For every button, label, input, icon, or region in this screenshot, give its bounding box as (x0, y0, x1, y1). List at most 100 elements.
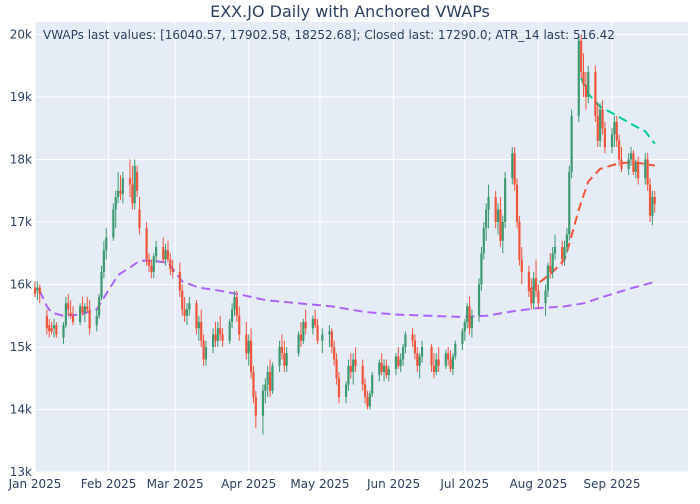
candle (420, 340, 424, 363)
candle (55, 322, 58, 338)
candle-body (420, 347, 424, 357)
candle-body (551, 253, 554, 272)
candle (366, 390, 369, 410)
candle-body (532, 278, 535, 304)
x-tick-label: Sep 2025 (584, 477, 641, 491)
candle (629, 147, 633, 166)
candle-body (385, 365, 388, 376)
candle (185, 303, 189, 326)
candle (354, 347, 357, 372)
candle (551, 247, 554, 279)
candle (280, 334, 284, 360)
candle-body (67, 303, 70, 310)
x-tick-label: Mar 2025 (147, 477, 204, 491)
candle-body (64, 303, 67, 326)
candle (131, 165, 134, 210)
candle (102, 240, 105, 279)
candle-body (580, 40, 583, 72)
candle-body (102, 250, 105, 272)
candle (546, 262, 550, 297)
y-tick-label: 14k (10, 403, 32, 417)
candle (181, 284, 184, 316)
candle-body (188, 303, 191, 310)
candle-body (487, 197, 490, 210)
candle (204, 340, 208, 366)
candle (335, 353, 338, 385)
candle (67, 293, 70, 316)
candle-body (147, 259, 151, 266)
candle (112, 203, 115, 241)
candle-body (363, 384, 367, 397)
x-tick-label: Jul 2025 (439, 477, 489, 491)
candle (88, 300, 91, 335)
x-tick-label: Apr 2025 (221, 477, 276, 491)
candle-body (361, 365, 364, 385)
candle-body (131, 184, 134, 204)
candle (587, 65, 590, 104)
candle (285, 347, 288, 372)
candle (596, 103, 599, 147)
candle (245, 322, 248, 360)
candle (570, 109, 573, 179)
candle-body (48, 325, 51, 332)
candle-body (314, 318, 317, 326)
candle-body (587, 72, 590, 97)
candle-body (185, 309, 189, 316)
candle (283, 340, 286, 372)
y-tick-label: 20k (10, 28, 32, 42)
candle-body (451, 356, 455, 369)
candle-body (36, 287, 39, 291)
candle-body (518, 222, 521, 260)
candle (627, 153, 630, 176)
candle (100, 265, 103, 301)
candle-body (299, 334, 303, 341)
candle-body (235, 297, 238, 316)
candle-body (544, 290, 547, 304)
candle (449, 350, 452, 372)
candle-body (485, 209, 488, 229)
candle (363, 378, 367, 404)
candle-body (394, 356, 398, 369)
candle (195, 300, 198, 335)
x-tick-label: Jun 2025 (366, 477, 420, 491)
candle (416, 347, 419, 372)
candle (264, 378, 267, 404)
candle (200, 309, 203, 347)
candle-body (100, 272, 103, 297)
candle-body (530, 290, 533, 304)
y-tick-label: 16k (10, 278, 32, 292)
candle-body (368, 393, 371, 407)
x-tick-label: Jan 2025 (8, 477, 62, 491)
candle (271, 362, 274, 394)
candle (385, 359, 388, 379)
x-axis-ticks: Jan 2025 Feb 2025 Mar 2025 Apr 2025 May 2025… (8, 477, 641, 491)
candle-body (466, 306, 469, 322)
candle-body (577, 40, 580, 116)
candle-body (117, 190, 120, 197)
candle-body (584, 84, 587, 97)
candle-body (221, 334, 224, 341)
candle (330, 328, 333, 354)
candle-body (316, 325, 319, 341)
candle (117, 172, 120, 204)
candle (561, 240, 564, 266)
candle-body (371, 375, 374, 394)
candle (98, 293, 101, 319)
candle-body (62, 325, 65, 338)
candle-body (651, 197, 654, 216)
candle (430, 343, 433, 372)
candle (314, 309, 317, 329)
candle-body (50, 328, 53, 332)
candle-body (55, 325, 58, 335)
candle (266, 365, 269, 397)
candle-body (283, 353, 286, 366)
candle (454, 340, 457, 360)
candle-body (447, 353, 450, 360)
candle (228, 318, 231, 344)
candle (653, 190, 656, 213)
candle-body (599, 109, 602, 141)
candle (504, 172, 507, 229)
candle (178, 262, 181, 297)
candle-body (499, 209, 502, 241)
